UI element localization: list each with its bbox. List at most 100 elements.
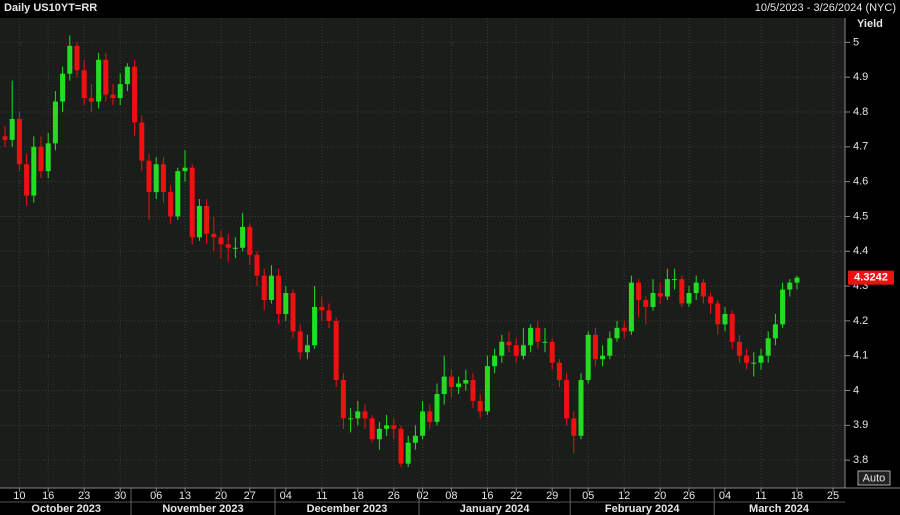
chart-title: Daily US10YT=RR [4, 2, 97, 14]
date-range: 10/5/2023 - 3/26/2024 (NYC) [755, 2, 896, 14]
y-tick-label: 3.8 [853, 454, 868, 466]
candle-body [146, 160, 152, 193]
month-label: October 2023 [31, 503, 101, 515]
candle-body [340, 380, 346, 419]
candle-body [636, 282, 642, 300]
candle-body [614, 327, 620, 339]
candle-body [693, 282, 699, 294]
candle-body [225, 244, 231, 248]
x-tick-label: 20 [215, 490, 227, 502]
candle-body [715, 303, 721, 325]
candle-body [765, 338, 771, 356]
y-tick-label: 4.4 [853, 245, 868, 257]
x-tick-label: 16 [42, 490, 54, 502]
month-label: November 2023 [162, 503, 243, 515]
candle-body [211, 233, 217, 238]
candle-body [506, 341, 512, 346]
x-tick-label: 22 [510, 490, 522, 502]
candle-body [708, 296, 714, 304]
candle-body [139, 122, 145, 161]
candle-body [744, 355, 750, 363]
candle-body [96, 59, 102, 102]
candle-body [160, 164, 166, 193]
candle-body [2, 136, 8, 140]
x-tick-label: 12 [618, 490, 630, 502]
candle-body [535, 327, 541, 342]
candle-body [434, 394, 440, 422]
candle-body [196, 206, 202, 238]
candle-body [384, 425, 390, 429]
candle-body [542, 341, 548, 343]
candle-body [722, 313, 728, 325]
candle-body [513, 345, 519, 356]
month-label: February 2024 [605, 503, 680, 515]
candle-body [88, 98, 94, 102]
candle-body [168, 192, 174, 217]
candle-body [240, 226, 246, 248]
x-tick-label: 27 [244, 490, 256, 502]
candle-body [355, 411, 361, 419]
y-tick-label: 4.5 [853, 210, 868, 222]
candle-body [420, 411, 426, 436]
month-label: January 2024 [460, 503, 531, 515]
x-tick-label: 16 [481, 490, 493, 502]
candle-body [477, 400, 483, 412]
candle-body [456, 383, 462, 388]
candle-body [304, 345, 310, 353]
y-tick-label: 4.6 [853, 176, 868, 188]
month-label: March 2024 [749, 503, 810, 515]
candle-body [81, 70, 87, 99]
x-tick-label: 18 [791, 490, 803, 502]
candle-body [283, 293, 289, 314]
candle-body [686, 293, 692, 304]
candle-body [672, 279, 678, 281]
candle-body [290, 293, 296, 332]
candle-body [362, 411, 368, 419]
candle-body [67, 45, 73, 74]
candle-body [564, 380, 570, 419]
candle-body [189, 167, 195, 238]
candle-body [182, 167, 188, 172]
candle-body [376, 428, 382, 440]
x-tick-label: 02 [416, 490, 428, 502]
x-tick-label: 18 [352, 490, 364, 502]
candle-body [650, 293, 656, 307]
candle-body [204, 206, 210, 234]
candle-body [492, 355, 498, 367]
auto-button-label[interactable]: Auto [863, 472, 886, 484]
candle-body [297, 331, 303, 353]
candle-body [441, 376, 447, 394]
auto-button[interactable] [857, 470, 891, 486]
x-tick-label: 04 [719, 490, 731, 502]
candle-body [276, 275, 282, 314]
candle-body [333, 320, 339, 381]
candle-body [664, 279, 670, 297]
x-tick-label: 25 [827, 490, 839, 502]
candle-body [578, 380, 584, 436]
candle-body [585, 334, 591, 381]
candle-body [153, 164, 159, 193]
y-tick-label: 4.9 [853, 71, 868, 83]
candle-body [780, 289, 786, 325]
y-tick-label: 4.7 [853, 141, 868, 153]
candle-body [254, 254, 260, 276]
candle-body [9, 118, 15, 140]
candle-body [729, 313, 735, 342]
y-axis-label: Yield [857, 18, 883, 30]
candle-body [520, 345, 526, 356]
candle-body [470, 380, 476, 401]
x-tick-label: 11 [316, 490, 327, 502]
candle-body [132, 66, 138, 123]
candle-body [326, 310, 332, 321]
candle-body [74, 45, 80, 71]
x-tick-label: 13 [179, 490, 191, 502]
candle-body [16, 118, 22, 165]
x-tick-label: 05 [582, 490, 594, 502]
candle-body [607, 338, 613, 356]
candle-body [751, 362, 757, 364]
candle-body [103, 59, 109, 95]
candle-body [679, 279, 685, 304]
x-tick-label: 26 [388, 490, 400, 502]
candle-body [736, 341, 742, 356]
